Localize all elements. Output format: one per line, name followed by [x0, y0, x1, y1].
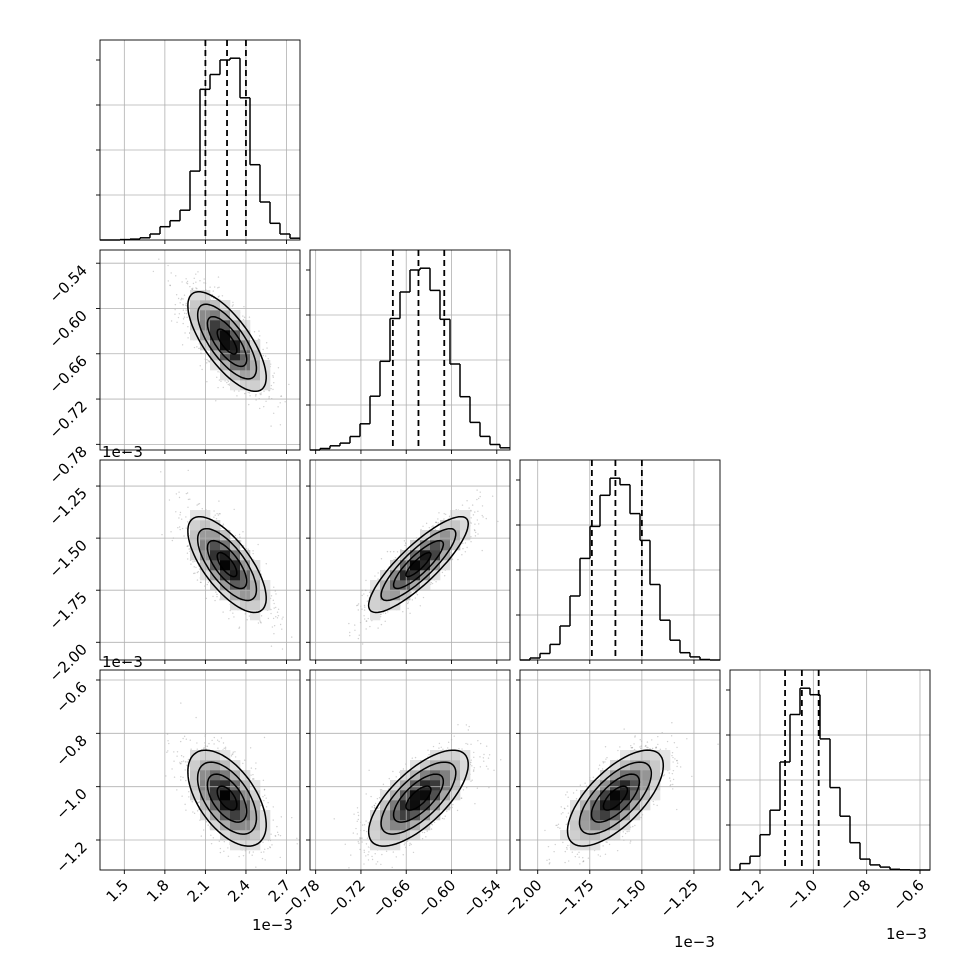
- joint-0-2-contour-3: [187, 515, 267, 614]
- joint-1-3-frame: [309, 669, 511, 871]
- joint-0-2-contour-0: [216, 551, 238, 578]
- joint-2-3-contour-2: [578, 761, 653, 835]
- joint-0-2-frame: [99, 459, 301, 661]
- y-tick-label-2-3: −1.25: [46, 484, 91, 529]
- joint-0-1-frame: [99, 249, 301, 451]
- y-tick-label-2-1: −1.75: [46, 588, 91, 633]
- joint-1-2-contour-1: [392, 539, 445, 590]
- y-tick-label-1-3: −0.60: [46, 307, 91, 352]
- joint-1-2-contour-2: [380, 527, 457, 602]
- joint-0-3-contour-1: [206, 773, 248, 823]
- x-tick-label-2-2: −1.50: [604, 876, 649, 921]
- joint-0-2-contour-2: [196, 527, 258, 602]
- y-tick-label-2-0: −2.00: [46, 640, 91, 685]
- x-scale-label-0: 1e−3: [252, 916, 293, 934]
- joint-1-2-frame: [309, 459, 511, 661]
- joint-0-1-contour-3: [187, 291, 267, 393]
- x-tick-label-1-3: −0.60: [414, 876, 459, 921]
- joint-1-2-contour-3: [367, 515, 470, 614]
- x-tick-label-1-4: −0.54: [459, 876, 504, 921]
- x-tick-label-3-2: −0.8: [836, 876, 874, 914]
- marks-layer: [100, 40, 930, 871]
- marginal-0-frame: [99, 39, 301, 241]
- x-tick-label-0-2: 2.1: [184, 876, 214, 906]
- x-tick-label-2-1: −1.75: [552, 876, 597, 921]
- joint-1-3-contour-1: [392, 773, 445, 823]
- x-tick-label-0-3: 2.4: [224, 876, 254, 906]
- joint-2-3-contour-0: [602, 785, 629, 811]
- x-tick-label-0-0: 1.5: [103, 876, 133, 906]
- tick-label-layer: 1.5 1.8 2.1 2.4 2.7−0.78 −0.72 −0.66 −0.60 −0.54…: [46, 261, 928, 951]
- joint-0-3-contour-0: [216, 785, 238, 811]
- x-scale-label-3: 1e−3: [886, 925, 927, 943]
- y-tick-label-1-1: −0.72: [46, 397, 91, 442]
- joint-2-3-contour-1: [590, 773, 641, 823]
- joint-1-3-contour-0: [405, 785, 432, 811]
- joint-0-3-frame: [99, 669, 301, 871]
- x-tick-label-2-3: −1.25: [657, 876, 702, 921]
- joint-2-3-frame: [519, 669, 721, 871]
- marginal-3-frame: [729, 669, 931, 871]
- joint-1-3-contour-3: [367, 749, 469, 847]
- y-tick-label-2-2: −1.50: [46, 536, 91, 581]
- y-tick-label-1-2: −0.66: [46, 352, 91, 397]
- marginal-1-frame: [309, 249, 511, 451]
- joint-1-2-contour-0: [405, 551, 432, 578]
- grid-layer: [100, 40, 930, 870]
- x-tick-label-0-1: 1.8: [143, 876, 173, 906]
- x-scale-label-2: 1e−3: [674, 933, 715, 951]
- frames-layer: [96, 39, 931, 874]
- joint-2-3-contour-3: [566, 749, 665, 847]
- joint-0-2-contour-1: [206, 539, 248, 590]
- joint-0-1-contour-2: [196, 303, 258, 380]
- joint-1-3-contour-2: [380, 761, 457, 835]
- x-tick-label-1-2: −0.66: [369, 876, 414, 921]
- y-tick-label-3-1: −1.0: [52, 785, 90, 823]
- y-tick-label-1-0: −0.78: [46, 442, 91, 487]
- x-tick-label-2-0: −2.00: [500, 876, 545, 921]
- y-scale-label-2: 1e−3: [102, 653, 143, 671]
- x-tick-label-1-1: −0.72: [324, 876, 369, 921]
- y-tick-label-3-2: −0.8: [52, 731, 90, 769]
- joint-0-3-contour-2: [196, 761, 258, 835]
- x-tick-label-3-0: −1.2: [729, 876, 767, 914]
- marginal-2-frame: [519, 459, 721, 661]
- x-tick-label-3-3: −0.6: [889, 876, 927, 914]
- x-tick-label-3-1: −1.0: [783, 876, 821, 914]
- joint-0-1-contour-0: [216, 328, 238, 355]
- y-tick-label-3-0: −1.2: [52, 838, 90, 876]
- y-tick-label-1-4: −0.54: [46, 261, 91, 306]
- joint-0-3-contour-3: [187, 749, 267, 847]
- joint-0-1-contour-1: [206, 315, 248, 368]
- y-scale-label-1: 1e−3: [102, 443, 143, 461]
